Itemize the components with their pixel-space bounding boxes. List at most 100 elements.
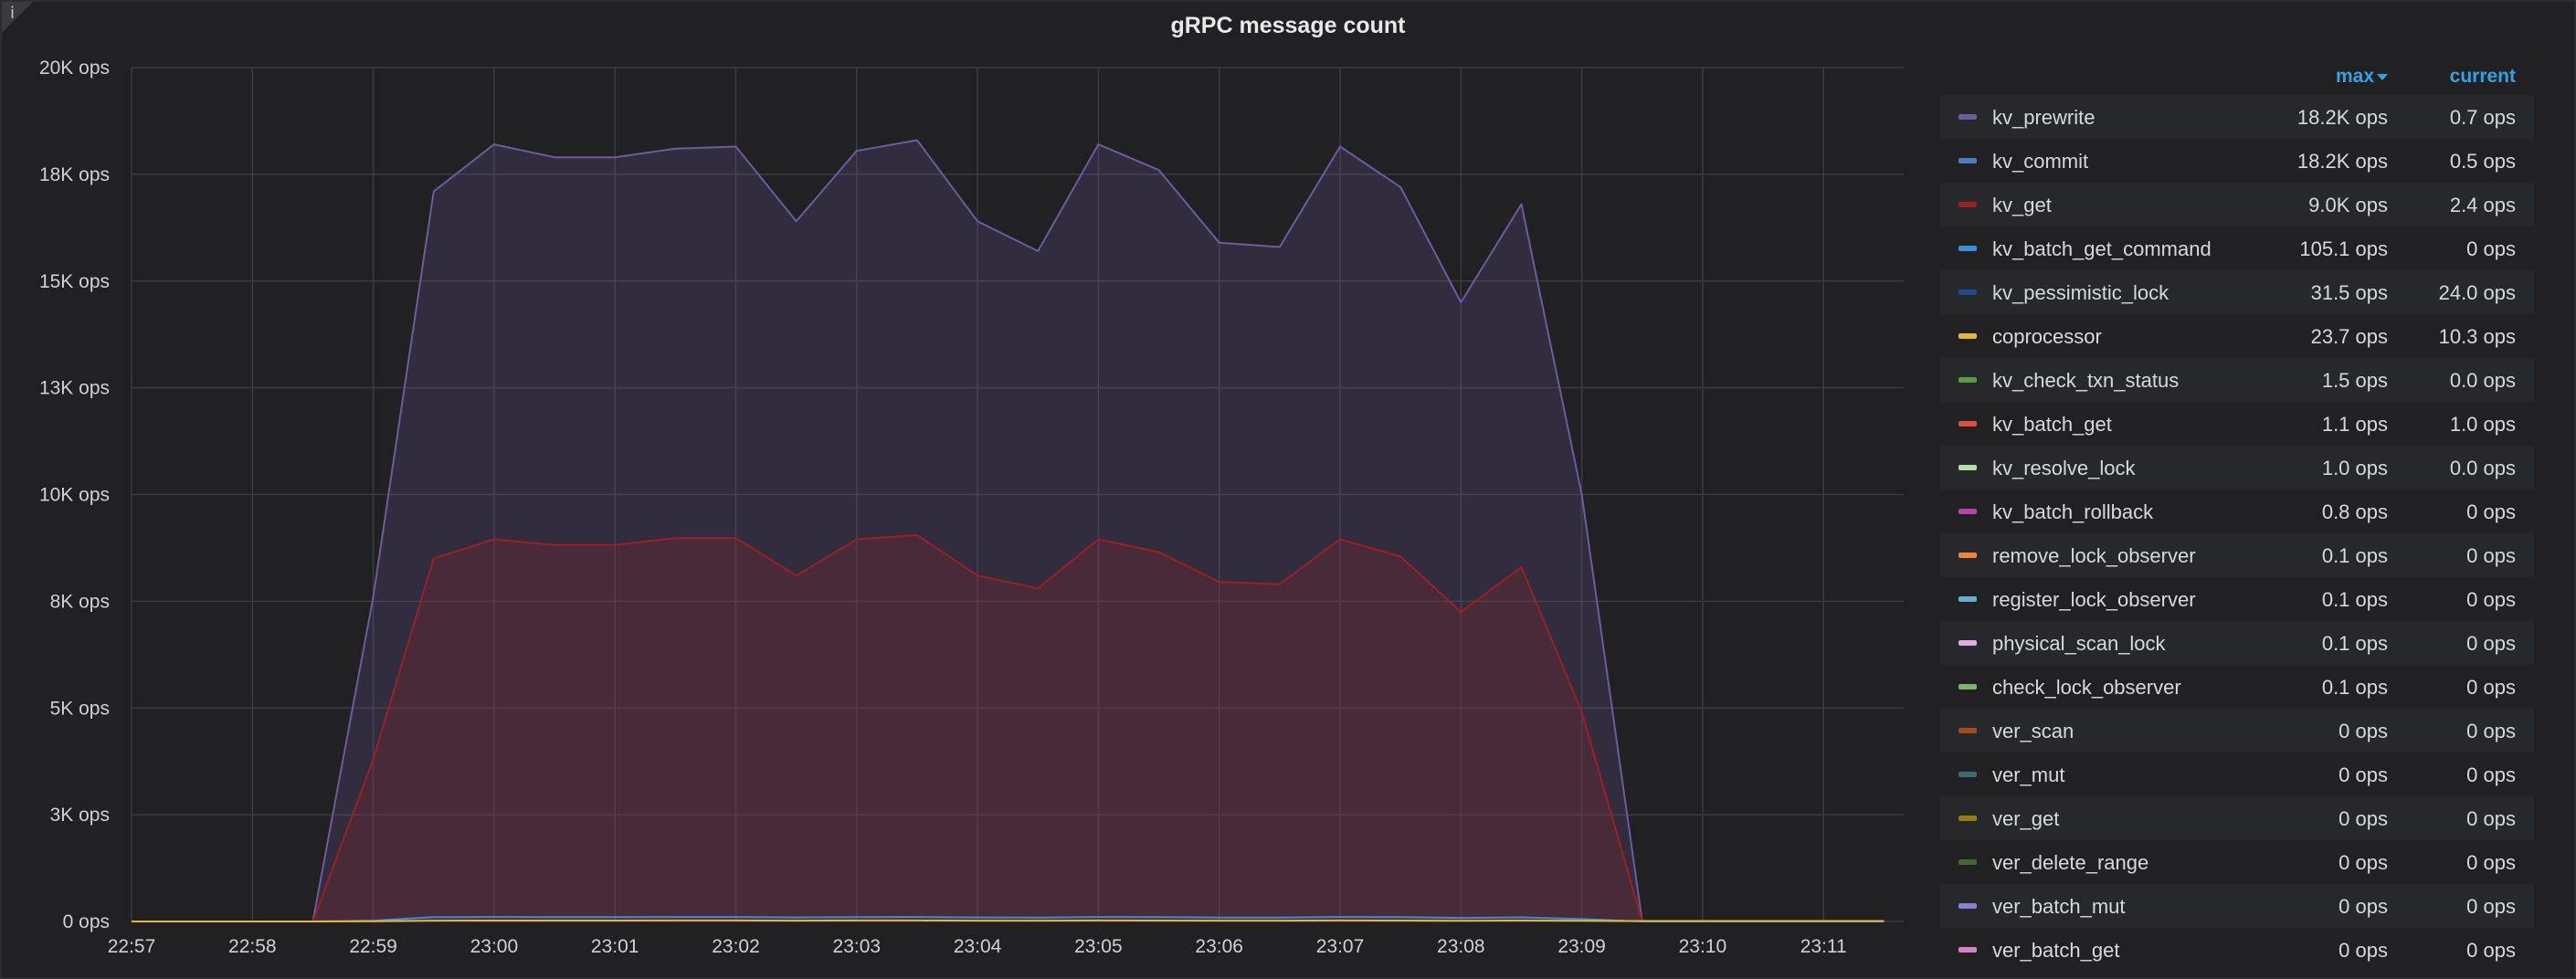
series-area-kv-prewrite	[132, 140, 1884, 921]
y-tick-label: 8K ops	[50, 591, 110, 612]
legend-row-remove-lock-observer[interactable]: remove_lock_observer 0.1 ops 0 ops	[1940, 533, 2534, 577]
legend-max-value: 0.8 ops	[2321, 500, 2388, 523]
legend-row-kv-pessimistic-lock[interactable]: kv_pessimistic_lock 31.5 ops 24.0 ops	[1940, 270, 2534, 314]
legend-series-name[interactable]: physical_scan_lock	[1992, 632, 2166, 655]
legend-row-coprocessor[interactable]: coprocessor 23.7 ops 10.3 ops	[1940, 314, 2534, 358]
legend-row-ver-get[interactable]: ver_get 0 ops 0 ops	[1940, 796, 2534, 840]
y-tick-label: 3K ops	[50, 805, 110, 826]
y-tick-label: 13K ops	[39, 378, 110, 399]
legend-series-name[interactable]: ver_delete_range	[1992, 851, 2149, 874]
legend-row-kv-batch-rollback[interactable]: kv_batch_rollback 0.8 ops 0 ops	[1940, 490, 2534, 533]
x-tick-label: 23:11	[1800, 936, 1847, 957]
series-color-swatch[interactable]	[1958, 859, 1977, 865]
legend-series-name[interactable]: ver_batch_get	[1992, 939, 2120, 962]
series-color-swatch[interactable]	[1958, 903, 1977, 909]
legend-max-value: 1.5 ops	[2321, 369, 2388, 392]
legend-row-ver-mut[interactable]: ver_mut 0 ops 0 ops	[1940, 753, 2534, 796]
legend-row-kv-commit[interactable]: kv_commit 18.2K ops 0.5 ops	[1940, 139, 2534, 183]
series-color-swatch[interactable]	[1958, 377, 1977, 383]
series-color-swatch[interactable]	[1958, 553, 1977, 558]
legend-current-value: 0 ops	[2466, 895, 2516, 918]
legend-series-name[interactable]: remove_lock_observer	[1992, 544, 2196, 567]
legend-row-kv-prewrite[interactable]: kv_prewrite 18.2K ops 0.7 ops	[1940, 95, 2534, 139]
y-tick-label: 15K ops	[39, 271, 110, 292]
legend-row-ver-batch-get[interactable]: ver_batch_get 0 ops 0 ops	[1940, 928, 2534, 972]
legend-row-ver-delete-range[interactable]: ver_delete_range 0 ops 0 ops	[1940, 840, 2534, 884]
legend-series-name[interactable]: kv_prewrite	[1992, 106, 2096, 129]
legend-series-name[interactable]: kv_batch_get	[1992, 413, 2112, 436]
legend-series-name[interactable]: ver_get	[1992, 807, 2060, 830]
y-axis-ticks: 0 ops 3K ops 5K ops 8K ops 10K ops 13K ops 15K…	[39, 58, 110, 932]
x-tick-label: 23:06	[1195, 936, 1243, 957]
legend-current-value: 0 ops	[2466, 851, 2516, 874]
legend-series-name[interactable]: kv_resolve_lock	[1992, 457, 2136, 479]
series-color-swatch[interactable]	[1958, 684, 1977, 690]
series-color-swatch[interactable]	[1958, 202, 1977, 207]
legend-current-value: 0 ops	[2466, 807, 2516, 830]
legend-max-value: 23.7 ops	[2310, 325, 2388, 348]
legend-series-name[interactable]: kv_get	[1992, 194, 2052, 216]
series-color-swatch[interactable]	[1958, 509, 1977, 514]
legend-series-name[interactable]: kv_batch_rollback	[1992, 500, 2154, 523]
x-tick-label: 23:08	[1437, 936, 1485, 957]
legend-series-name[interactable]: ver_mut	[1992, 763, 2065, 786]
legend-row-kv-batch-get[interactable]: kv_batch_get 1.1 ops 1.0 ops	[1940, 402, 2534, 446]
series-layer	[132, 139, 1884, 922]
legend-current-value: 0.7 ops	[2449, 106, 2516, 129]
series-color-swatch[interactable]	[1958, 947, 1977, 953]
legend-max-value: 0 ops	[2338, 895, 2388, 918]
legend-series-name[interactable]: check_lock_observer	[1992, 676, 2181, 699]
legend-series-name[interactable]: kv_check_txn_status	[1992, 369, 2180, 392]
legend-max-value: 0.1 ops	[2321, 676, 2388, 699]
x-tick-label: 23:10	[1679, 936, 1727, 957]
legend-max-value: 105.1 ops	[2299, 237, 2388, 260]
legend-series-name[interactable]: kv_pessimistic_lock	[1992, 281, 2170, 304]
legend-max-value: 0.1 ops	[2321, 544, 2388, 567]
legend-series-name[interactable]: kv_commit	[1992, 150, 2089, 173]
legend-max-value: 0 ops	[2338, 720, 2388, 742]
legend-header-current[interactable]: current	[2449, 66, 2516, 87]
legend-row-kv-batch-get-command[interactable]: kv_batch_get_command 105.1 ops 0 ops	[1940, 226, 2534, 270]
legend-current-value: 24.0 ops	[2438, 281, 2516, 304]
series-color-swatch[interactable]	[1958, 772, 1977, 777]
legend-current-value: 10.3 ops	[2438, 325, 2516, 348]
x-tick-label: 23:03	[833, 936, 882, 957]
series-color-swatch[interactable]	[1958, 728, 1977, 733]
series-color-swatch[interactable]	[1958, 816, 1977, 821]
legend-row-kv-resolve-lock[interactable]: kv_resolve_lock 1.0 ops 0.0 ops	[1940, 446, 2534, 490]
x-tick-label: 23:01	[591, 936, 639, 957]
legend-row-kv-get[interactable]: kv_get 9.0K ops 2.4 ops	[1940, 183, 2534, 226]
series-color-swatch[interactable]	[1958, 465, 1977, 470]
series-color-swatch[interactable]	[1958, 596, 1977, 602]
legend-current-value: 0 ops	[2466, 676, 2516, 699]
chart-plot-area[interactable]: 0 ops 3K ops 5K ops 8K ops 10K ops 13K ops 15K…	[2, 2, 1920, 977]
legend-row-ver-scan[interactable]: ver_scan 0 ops 0 ops	[1940, 709, 2534, 753]
legend-row-check-lock-observer[interactable]: check_lock_observer 0.1 ops 0 ops	[1940, 665, 2534, 709]
legend-series-name[interactable]: ver_scan	[1992, 720, 2075, 742]
panel-title[interactable]: gRPC message count	[1170, 13, 1406, 38]
x-tick-label: 23:09	[1557, 936, 1606, 957]
series-color-swatch[interactable]	[1958, 640, 1977, 646]
legend-series-name[interactable]: ver_batch_mut	[1992, 895, 2126, 918]
series-color-swatch[interactable]	[1958, 289, 1977, 295]
legend-max-value: 0 ops	[2338, 763, 2388, 786]
series-color-swatch[interactable]	[1958, 246, 1977, 251]
legend-row-ver-batch-mut[interactable]: ver_batch_mut 0 ops 0 ops	[1940, 884, 2534, 928]
legend-series-name[interactable]: coprocessor	[1992, 325, 2102, 348]
legend-max-value: 0 ops	[2338, 807, 2388, 830]
legend-header-max[interactable]: max	[2336, 66, 2388, 88]
series-color-swatch[interactable]	[1958, 158, 1977, 163]
panel-info-corner[interactable]	[2, 2, 33, 33]
series-color-swatch[interactable]	[1958, 421, 1977, 426]
legend-row-physical-scan-lock[interactable]: physical_scan_lock 0.1 ops 0 ops	[1940, 621, 2534, 665]
series-color-swatch[interactable]	[1958, 114, 1977, 120]
legend-current-value: 0 ops	[2466, 500, 2516, 523]
series-color-swatch[interactable]	[1958, 333, 1977, 339]
legend-row-kv-check-txn-status[interactable]: kv_check_txn_status 1.5 ops 0.0 ops	[1940, 358, 2534, 402]
legend-series-name[interactable]: kv_batch_get_command	[1992, 237, 2212, 260]
legend-row-register-lock-observer[interactable]: register_lock_observer 0.1 ops 0 ops	[1940, 577, 2534, 621]
x-tick-label: 23:02	[712, 936, 760, 957]
legend-series-name[interactable]: register_lock_observer	[1992, 588, 2196, 611]
info-icon[interactable]: i	[10, 4, 16, 23]
legend-current-value: 1.0 ops	[2449, 413, 2516, 436]
